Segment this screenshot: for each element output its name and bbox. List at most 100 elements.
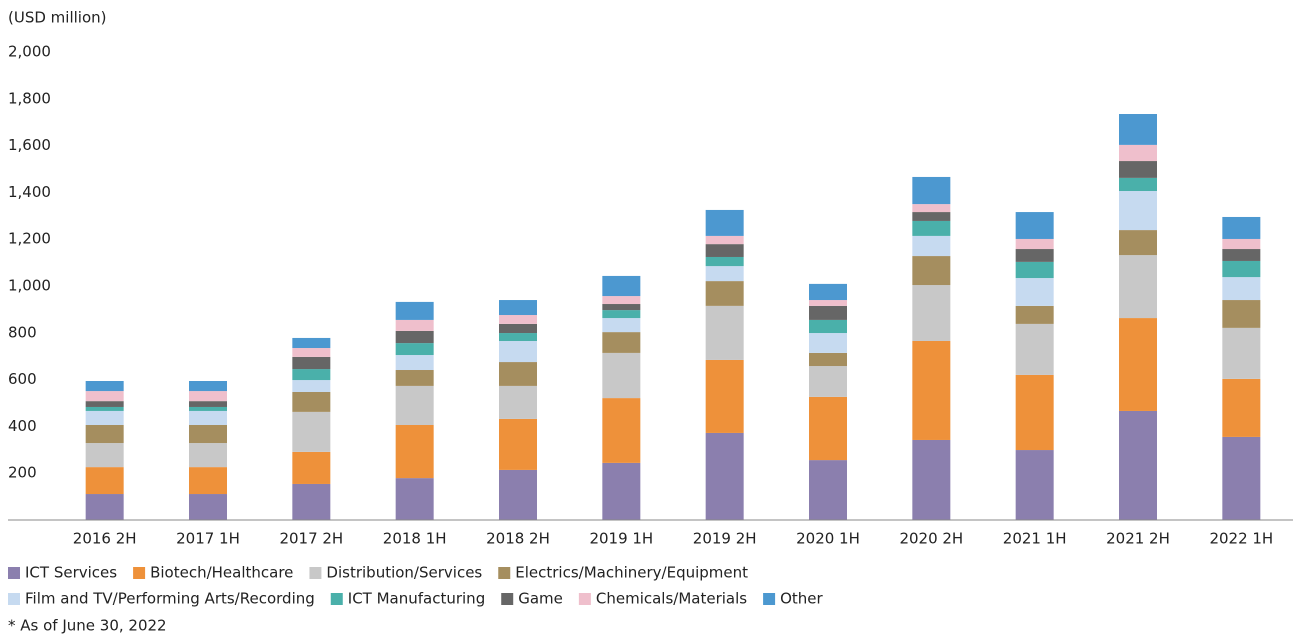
bar-segment: [292, 483, 331, 520]
bar-segment: [499, 333, 537, 341]
bar-segment: [395, 355, 434, 371]
bar-segment: [705, 305, 744, 360]
bar-segment: [292, 337, 331, 349]
bar-segment: [1119, 161, 1157, 178]
bar-segment: [602, 304, 641, 311]
bar-segment: [1015, 278, 1054, 306]
bar-segment: [189, 467, 227, 495]
bar-segment: [292, 380, 331, 393]
bar-segment: [292, 369, 331, 381]
x-tick-label: 2017 1H: [176, 530, 240, 548]
legend-swatch: [8, 567, 20, 579]
bar-segment: [912, 176, 951, 205]
y-tick-label: 600: [8, 370, 37, 388]
bar-segment: [85, 424, 124, 444]
bar-segment: [912, 220, 951, 236]
bar-segment: [809, 319, 847, 334]
bar-segment: [602, 462, 641, 520]
legend-swatch: [501, 593, 514, 605]
legend-swatch: [133, 567, 146, 579]
legend-label: Distribution/Services: [326, 564, 482, 582]
bar-segment: [499, 300, 537, 316]
bar-segment: [705, 266, 744, 282]
y-axis-label: (USD million): [8, 9, 107, 27]
bar-segment: [809, 300, 847, 306]
bar-segment: [1222, 378, 1261, 437]
bar-segment: [85, 494, 124, 520]
legend-label: Electrics/Machinery/Equipment: [515, 564, 748, 582]
legend-swatch: [578, 593, 591, 605]
bar-segment: [499, 418, 537, 470]
legend-label: Biotech/Healthcare: [150, 564, 293, 582]
bar-segment: [85, 381, 124, 392]
bar-segment: [705, 244, 744, 257]
y-tick-label: 200: [8, 464, 37, 482]
bar-segment: [1015, 323, 1054, 375]
bar-segment: [499, 469, 537, 520]
bar-segment: [912, 212, 951, 221]
bar-segment: [395, 301, 434, 320]
bar-segment: [809, 352, 847, 367]
bar-segment: [499, 362, 537, 386]
legend-label: Film and TV/Performing Arts/Recording: [25, 590, 315, 608]
bar-segment: [292, 348, 331, 357]
bar-segment: [1222, 238, 1261, 250]
bar-segment: [499, 323, 537, 334]
bar-segment: [912, 235, 951, 257]
bar-segment: [292, 411, 331, 452]
bar-segment: [912, 256, 951, 286]
bar-segment: [85, 406, 124, 411]
bar-segment: [499, 315, 537, 324]
legend-swatch: [8, 593, 20, 605]
y-tick-label: 800: [8, 323, 37, 341]
bar-segment: [1015, 305, 1054, 324]
bar-segment: [912, 204, 951, 213]
x-tick-label: 2019 2H: [693, 530, 757, 548]
legend-label: ICT Services: [25, 564, 117, 582]
bar-segment: [809, 366, 847, 397]
bar-segment: [705, 256, 744, 267]
bar-segment: [809, 333, 847, 353]
bar-segment: [1015, 261, 1054, 279]
x-tick-label: 2022 1H: [1209, 530, 1273, 548]
bar-segment: [602, 332, 641, 353]
bar-segment: [1222, 300, 1261, 328]
legend-swatch: [763, 593, 776, 605]
bar-segment: [189, 424, 227, 444]
bar-segment: [189, 381, 227, 392]
bar-segment: [705, 359, 744, 433]
bar-segment: [1119, 318, 1157, 411]
bar-segment: [395, 478, 434, 520]
bar-segment: [85, 443, 124, 468]
bar-segment: [602, 352, 641, 399]
bar-segment: [1015, 249, 1054, 262]
bar-segment: [1015, 212, 1054, 239]
legend-label: Chemicals/Materials: [596, 590, 747, 608]
x-tick-label: 2020 1H: [796, 530, 860, 548]
bar-segment: [1119, 190, 1157, 231]
bar-segment: [395, 343, 434, 356]
bar-segment: [1119, 255, 1157, 319]
bar-segment: [705, 235, 744, 245]
legend-label: ICT Manufacturing: [348, 590, 485, 608]
legend-label: Other: [780, 590, 823, 608]
bar-segment: [602, 398, 641, 463]
bar-segment: [602, 296, 641, 305]
footnote: * As of June 30, 2022: [8, 617, 167, 635]
bar-segment: [85, 410, 124, 425]
y-tick-label: 1,200: [8, 230, 51, 248]
bar-segment: [1222, 436, 1261, 520]
bar-segment: [705, 281, 744, 306]
legend-label: Game: [518, 590, 563, 608]
bar-segment: [1015, 238, 1054, 250]
bar-segment: [705, 432, 744, 520]
x-tick-label: 2018 1H: [383, 530, 447, 548]
bar-segment: [189, 494, 227, 520]
bar-segment: [85, 391, 124, 402]
bar-segment: [602, 275, 641, 297]
y-tick-label: 1,600: [8, 136, 51, 154]
bar-segment: [602, 310, 641, 319]
x-tick-label: 2021 2H: [1106, 530, 1170, 548]
